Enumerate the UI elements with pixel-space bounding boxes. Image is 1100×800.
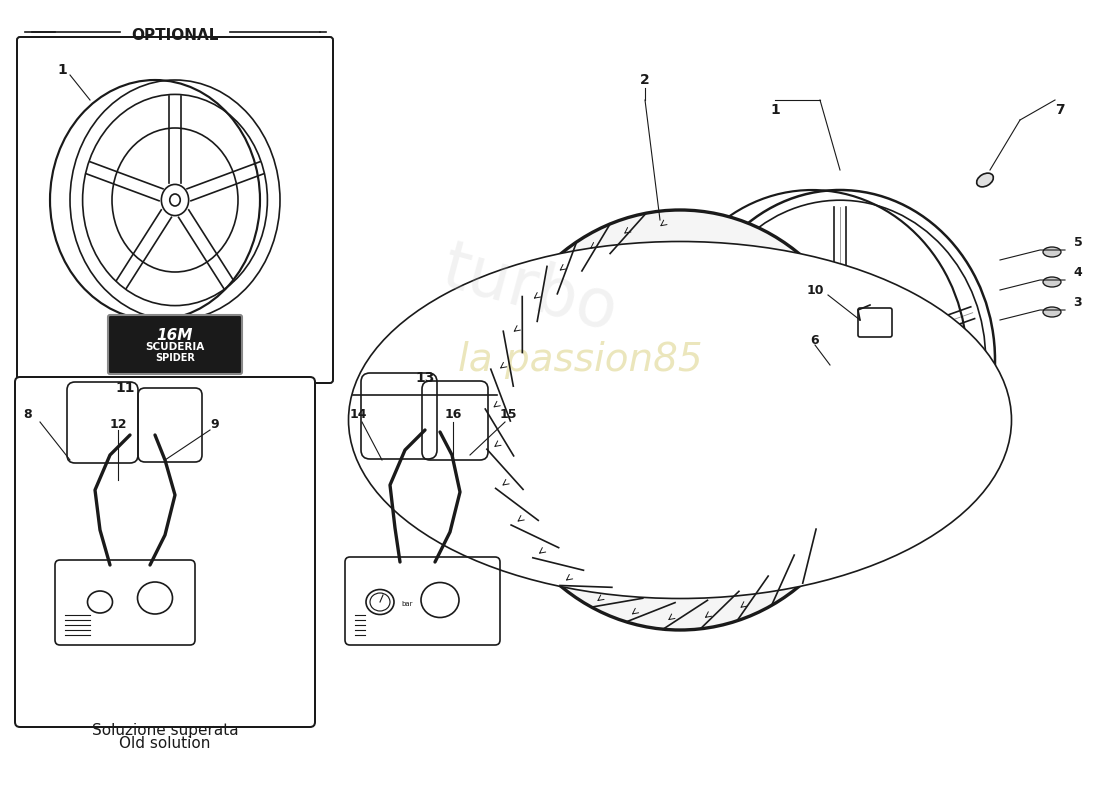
Text: 2: 2 [640, 73, 650, 87]
Ellipse shape [977, 173, 993, 187]
Text: 3: 3 [1074, 295, 1082, 309]
Text: 14: 14 [350, 409, 366, 422]
Ellipse shape [1043, 277, 1062, 287]
FancyBboxPatch shape [16, 37, 333, 383]
Text: 5: 5 [1074, 235, 1082, 249]
Text: 1: 1 [57, 63, 67, 77]
Ellipse shape [169, 194, 180, 206]
Ellipse shape [349, 242, 1012, 598]
Text: 16: 16 [444, 409, 462, 422]
Text: 8: 8 [24, 409, 32, 422]
Text: SCUDERIA: SCUDERIA [145, 342, 205, 352]
Text: turbo: turbo [436, 235, 625, 345]
Text: 9: 9 [211, 418, 219, 431]
Text: 12: 12 [109, 418, 126, 431]
Text: 15: 15 [499, 409, 517, 422]
Text: SPIDER: SPIDER [155, 353, 195, 363]
Ellipse shape [1043, 247, 1062, 257]
Text: 16M: 16M [157, 327, 194, 342]
Ellipse shape [1043, 307, 1062, 317]
Text: 10: 10 [806, 283, 824, 297]
Text: OPTIONAL: OPTIONAL [131, 27, 219, 42]
Text: bar: bar [402, 601, 412, 607]
Text: 4: 4 [1074, 266, 1082, 278]
FancyBboxPatch shape [108, 315, 242, 374]
Text: 11: 11 [116, 381, 134, 395]
Text: 7: 7 [1055, 103, 1065, 117]
Text: 13: 13 [416, 371, 434, 385]
Text: la passion85: la passion85 [458, 341, 702, 379]
Text: Old solution: Old solution [119, 735, 211, 750]
Text: 6: 6 [811, 334, 819, 346]
Text: 1: 1 [770, 103, 780, 117]
FancyBboxPatch shape [15, 377, 315, 727]
Ellipse shape [485, 210, 874, 630]
Ellipse shape [830, 350, 849, 370]
Text: Soluzione superata: Soluzione superata [91, 722, 239, 738]
